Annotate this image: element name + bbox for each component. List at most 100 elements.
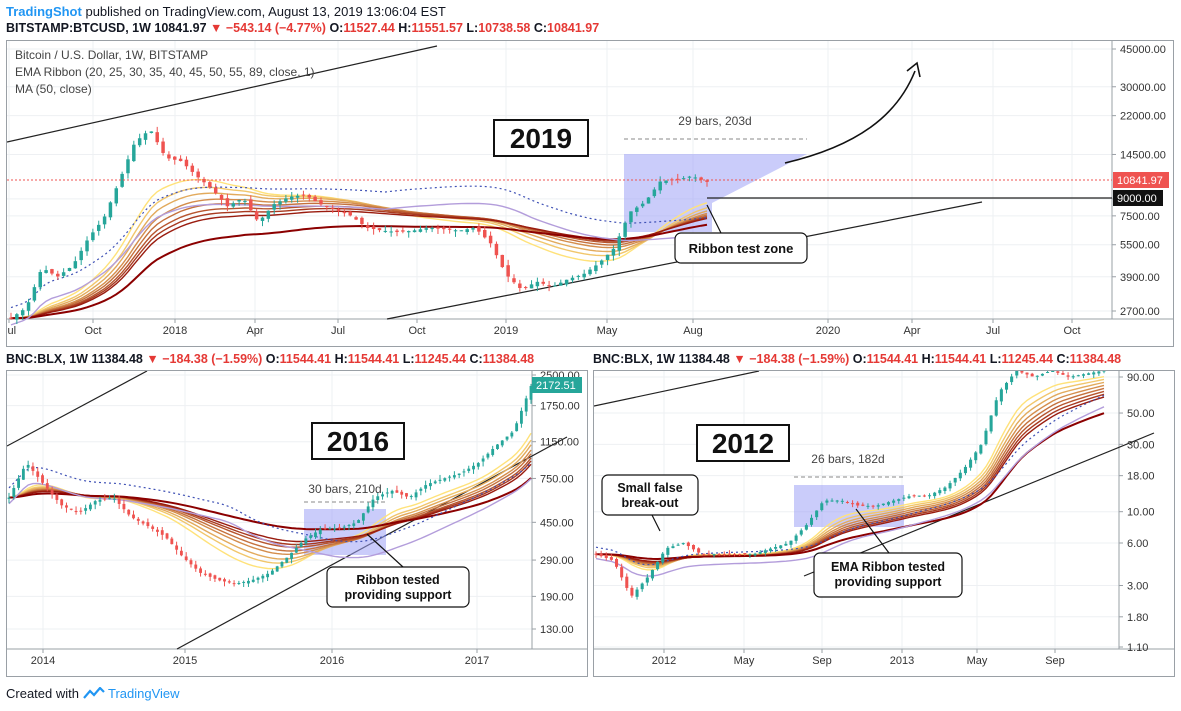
candle-body xyxy=(442,228,446,230)
x-tick-label: Apr xyxy=(246,325,263,337)
bl-change: −184.38 (−1.59%) xyxy=(162,352,263,366)
candle-body xyxy=(1097,371,1101,374)
candle-body xyxy=(963,466,967,474)
bottom-right-chart-panel[interactable]: 90.00 50.00 30.00 18.00 10.00 6.00 3.00 1.80 1.1… xyxy=(593,370,1175,677)
candle-body xyxy=(876,505,880,507)
bottom-left-chart-svg[interactable]: 2500.00 1750.00 1150.00 750.00 450.00 290.00 1… xyxy=(7,371,587,676)
candle-body xyxy=(328,528,332,530)
candle-body xyxy=(661,553,665,563)
candle-body xyxy=(943,487,947,492)
candle-body xyxy=(1056,371,1060,373)
candle-body xyxy=(615,558,619,567)
bottom-left-chart-panel[interactable]: 2500.00 1750.00 1150.00 750.00 450.00 290.00 1… xyxy=(6,370,588,677)
candle-body xyxy=(1051,371,1055,372)
candle-body xyxy=(79,510,83,512)
candle-body xyxy=(74,510,78,513)
candle-body xyxy=(366,506,370,513)
candle-body xyxy=(645,577,649,583)
high-value: 11551.57 xyxy=(411,21,463,35)
br-symbol: BNC:BLX, 1W xyxy=(593,352,675,366)
candle-body xyxy=(360,217,364,225)
close-value: 10841.97 xyxy=(547,21,600,35)
candle-body xyxy=(448,476,452,478)
candle-body xyxy=(85,240,89,252)
candle-body xyxy=(266,573,270,578)
candle-body xyxy=(1020,371,1024,373)
candle-body xyxy=(137,138,142,146)
ma-line xyxy=(595,406,1105,577)
candle-body xyxy=(500,440,504,446)
top-chart-panel[interactable]: 45000.00 30000.00 22000.00 14500.00 9000.00 7… xyxy=(6,40,1174,347)
candle-body xyxy=(938,490,942,494)
candle-body xyxy=(412,230,417,233)
candle-body xyxy=(948,483,952,489)
tradingview-link[interactable]: TradingView xyxy=(108,686,180,701)
candle-body xyxy=(958,472,962,479)
year-label-box xyxy=(311,422,405,460)
candle-body xyxy=(609,557,613,560)
candle-body xyxy=(290,552,293,559)
candle-body xyxy=(553,285,557,287)
candle-body xyxy=(687,176,692,178)
candle-body xyxy=(414,492,418,498)
candle-body xyxy=(98,499,102,502)
candle-body xyxy=(330,207,335,209)
callout-pointer xyxy=(855,508,890,554)
candle-body xyxy=(917,495,921,497)
candle-body xyxy=(564,279,569,285)
callout-pointer xyxy=(706,204,722,234)
candle-body xyxy=(856,502,860,506)
candle-body xyxy=(336,209,341,211)
candle-body xyxy=(223,579,226,582)
br-open: 11544.41 xyxy=(866,352,919,366)
candle-body xyxy=(301,194,306,196)
candle-body xyxy=(56,273,60,277)
bottom-right-chart-svg[interactable]: 90.00 50.00 30.00 18.00 10.00 6.00 3.00 1.80 1.1… xyxy=(594,371,1174,676)
candle-body xyxy=(50,490,54,495)
ema-ribbon-line xyxy=(10,210,708,319)
candle-body xyxy=(61,272,66,276)
candle-body xyxy=(1092,372,1096,375)
candle-body xyxy=(523,287,528,289)
candle-body xyxy=(112,498,116,500)
y-tick-label: 7500.00 xyxy=(1120,211,1160,223)
last-price-badge xyxy=(1113,172,1169,188)
candle-body xyxy=(650,569,654,579)
candle-body xyxy=(285,557,289,563)
symbol-label: BITSTAMP:BTCUSD, 1W xyxy=(6,21,151,35)
candle-body xyxy=(702,553,706,555)
candle-body xyxy=(132,514,135,519)
measure-label: 30 bars, 210d xyxy=(308,482,381,496)
candle-body xyxy=(406,231,411,233)
candle-body xyxy=(989,415,993,432)
candle-body xyxy=(127,509,131,515)
candle-body xyxy=(620,567,624,578)
top-chart-svg[interactable]: 45000.00 30000.00 22000.00 14500.00 9000.00 7… xyxy=(7,41,1173,346)
candle-body xyxy=(325,205,329,207)
x-tick-label: Aug xyxy=(683,325,703,337)
candle-body xyxy=(717,553,721,555)
candle-body xyxy=(784,543,788,546)
candle-body xyxy=(1040,373,1044,376)
candle-body xyxy=(430,228,434,230)
close-label: C: xyxy=(533,21,548,35)
last-price-text: 10841.97 xyxy=(1117,175,1163,187)
y-tick-label: 750.00 xyxy=(540,473,574,485)
year-label: 2016 xyxy=(327,426,389,457)
candle-body xyxy=(825,500,829,503)
candle-body xyxy=(933,492,937,497)
ema-ribbon-line xyxy=(8,453,532,552)
candle-body xyxy=(599,260,604,265)
candle-body xyxy=(44,270,48,273)
candle-body xyxy=(178,158,183,162)
candle-body xyxy=(1025,372,1029,375)
candle-body xyxy=(481,458,485,462)
candle-body xyxy=(237,200,241,202)
candle-body xyxy=(611,248,616,256)
author-link[interactable]: TradingShot xyxy=(6,4,82,19)
y-tick-label: 30000.00 xyxy=(1120,82,1166,94)
x-tick-label: 2017 xyxy=(465,655,489,667)
candle-body xyxy=(371,499,375,508)
candle-body xyxy=(151,526,155,529)
candle-body xyxy=(184,159,189,167)
